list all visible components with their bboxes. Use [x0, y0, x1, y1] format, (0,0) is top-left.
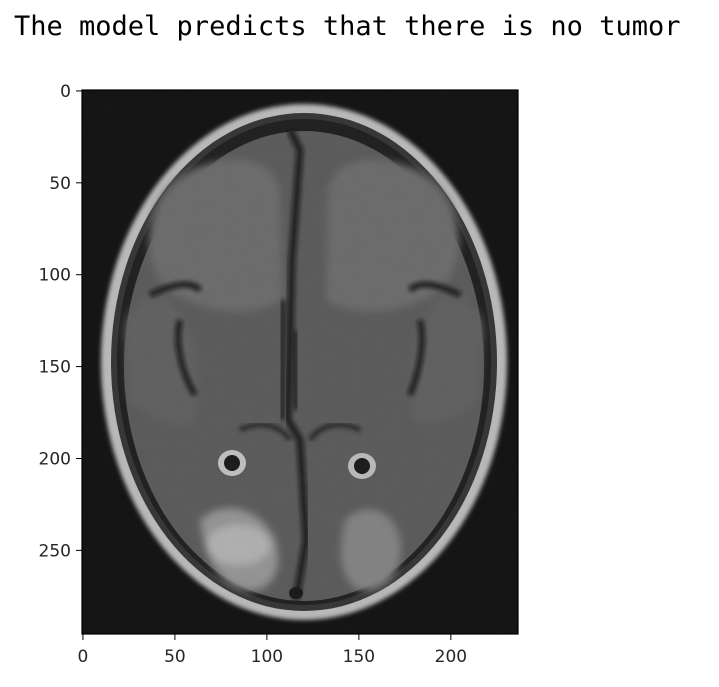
x-tick-label: 200: [435, 647, 467, 667]
x-tick-label: 150: [343, 647, 375, 667]
y-tick-label: 100: [39, 266, 71, 286]
prediction-output-text: The model predicts that there is no tumo…: [14, 11, 681, 42]
x-tick-label: 0: [78, 647, 89, 667]
x-tick-label: 50: [164, 647, 186, 667]
y-tick-label: 200: [39, 449, 71, 469]
y-tick-label: 250: [39, 541, 71, 561]
y-tick-label: 150: [39, 358, 71, 378]
x-axis: 0 50 100 150 200: [78, 634, 467, 667]
y-axis: 0 50 100 150 200 250: [39, 82, 82, 561]
y-tick-label: 50: [49, 174, 71, 194]
y-tick-label: 0: [60, 82, 71, 102]
mri-image: [82, 90, 518, 634]
plot-frame: [81, 89, 519, 635]
x-tick-label: 100: [251, 647, 283, 667]
